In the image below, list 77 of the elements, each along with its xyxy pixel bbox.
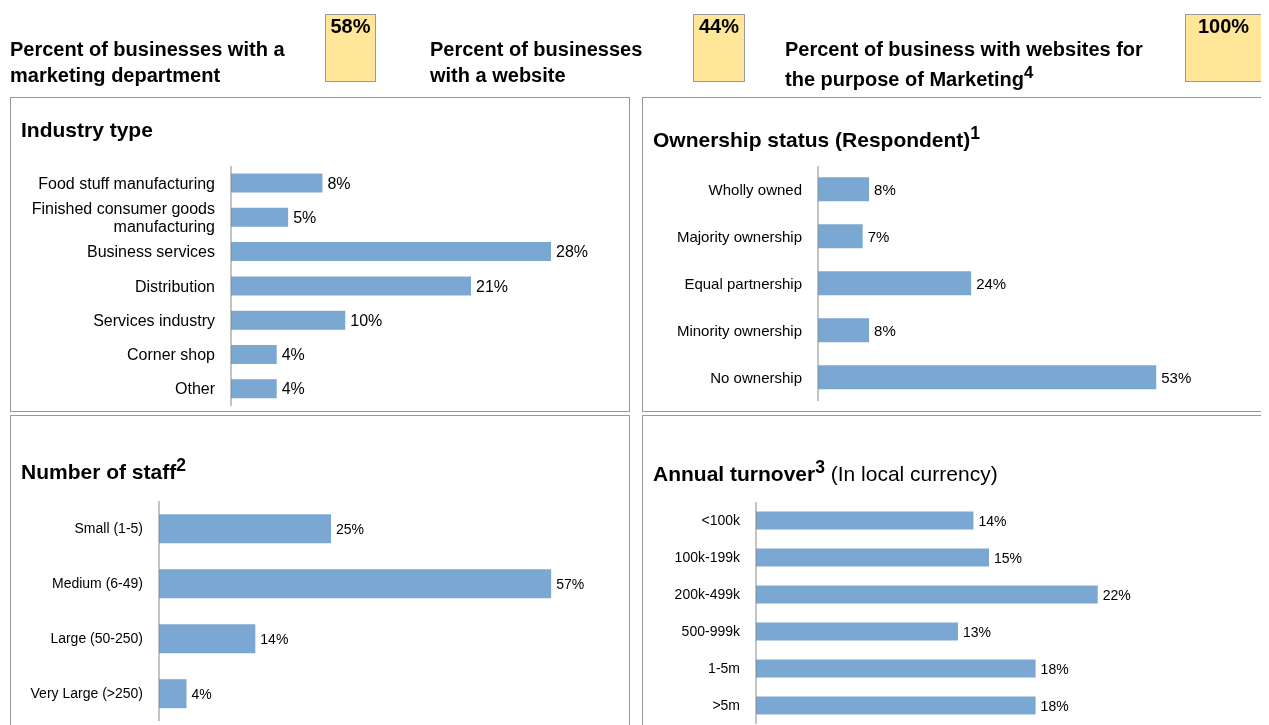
y-tick-label: Corner shop [126,346,216,364]
bar [756,585,1098,604]
bar [818,318,870,343]
bar [231,310,346,330]
bar [231,207,289,227]
bar [756,511,974,530]
y-tick-label: Very Large (>250) [30,685,143,702]
bar [231,379,277,399]
y-tick-label: No ownership [710,368,802,386]
y-tick-label: Food stuff manufacturing [38,174,215,192]
bar [756,696,1036,715]
bar [756,548,989,567]
chart-subtitle: (In local currency) [829,462,998,485]
y-tick-label: Finished consumer goods manufacturing [31,199,215,236]
bar [818,365,1157,390]
bar [159,679,187,709]
text: 44% [693,14,745,82]
y-tick-label: Large (50-250) [50,630,143,647]
y-tick-label: Business services [86,243,215,261]
bar [231,173,323,193]
bar [231,344,277,364]
bar [231,242,551,262]
y-tick-label: Services industry [93,311,215,329]
y-tick-label: Other [174,380,216,398]
data-label: 4% [281,346,305,364]
bar [756,659,1036,678]
data-label: 8% [874,180,896,198]
y-tick-label: <100k [701,512,741,529]
data-label: 18% [1040,697,1069,714]
data-label: 8% [327,174,351,192]
data-label: 13% [962,623,991,640]
chart-title: Annual turnover$^{3}$ [653,457,825,485]
data-label: 5% [293,209,317,227]
data-label: 18% [1040,660,1069,677]
chart-title: Ownership status (Respondent)$^{1}$ [653,123,981,151]
y-tick-label: 500-999k [681,623,741,640]
chart-title: Number of staff$^{2}$ [21,455,186,483]
data-label: 14% [978,512,1007,529]
text: Percent of business with websites for the purpose of Marketing$^{4}$ [785,38,1143,90]
data-label: 22% [1102,586,1131,603]
data-label: 25% [336,520,365,537]
y-tick-label: 200k-499k [674,586,741,603]
text: 100% [1185,14,1262,82]
y-tick-label: Distribution [134,277,215,295]
y-tick-label: Wholly owned [708,180,802,198]
bar [159,514,332,544]
chart-title: Industry type [21,118,153,141]
bar [818,271,972,296]
data-label: 24% [976,274,1007,292]
data-label: 14% [260,630,289,647]
data-label: 4% [281,380,305,398]
y-tick-label: 1-5m [708,660,740,677]
bar [818,224,863,249]
text: Percent of businesses with a marketing department [10,38,285,86]
data-label: 57% [556,575,585,592]
text: 58% [325,14,376,82]
data-label: 28% [556,243,589,261]
data-label: 8% [874,321,896,339]
data-label: 10% [350,311,383,329]
data-label: 53% [1161,368,1192,386]
data-label: 7% [867,227,890,245]
data-label: 4% [191,685,212,702]
bar [159,624,256,654]
y-tick-label: 100k-199k [674,549,741,566]
data-label: 15% [994,549,1023,566]
y-tick-label: Majority ownership [676,227,802,245]
y-tick-label: Small (1-5) [74,520,143,537]
y-tick-label: Medium (6-49) [51,575,143,592]
bar [159,569,552,599]
bar [756,622,958,641]
y-tick-label: >5m [712,697,740,714]
text: Percent of businesses with a website [430,38,643,86]
bar [231,276,471,296]
y-tick-label: Equal partnership [684,274,802,292]
bar [818,177,870,202]
y-tick-label: Minority ownership [676,321,802,339]
data-label: 21% [476,277,509,295]
